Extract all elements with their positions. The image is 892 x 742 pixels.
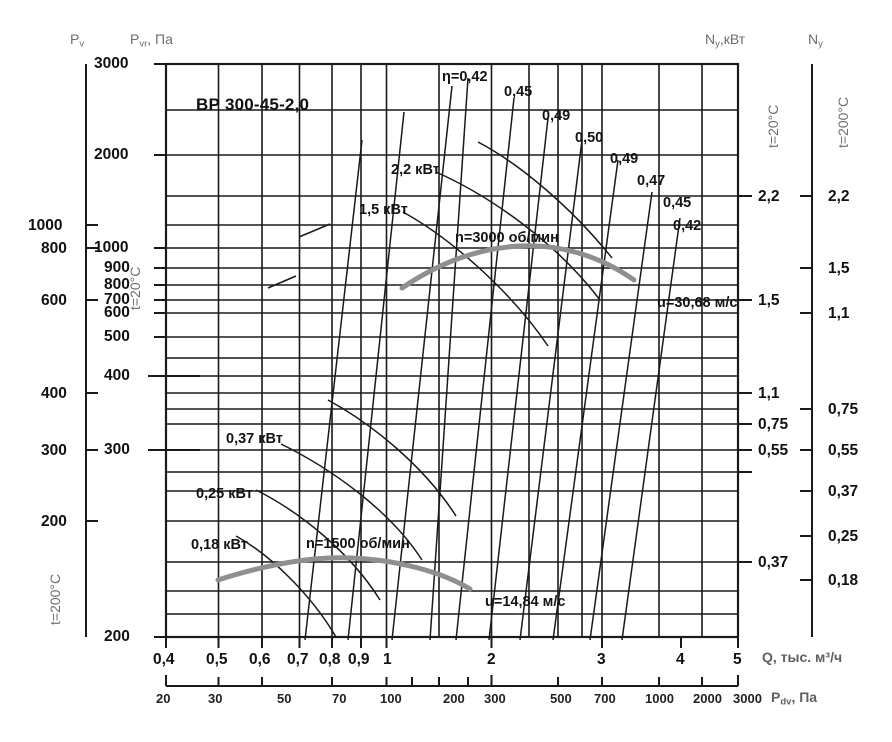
tick-pvr-2: 1000 [94, 239, 129, 256]
axis-q-ticks [165, 637, 739, 648]
axis-ny-line [800, 64, 813, 637]
tick-pd-5: 200 [443, 691, 465, 706]
power-label-2-2kw: 2,2 кВт [391, 162, 440, 178]
axis-title-pv: Pv [70, 31, 85, 50]
tick-q-10: 5 [733, 651, 742, 668]
curve-n1500 [215, 555, 473, 592]
tip-speed-label-low: u=14,84 м/с [485, 594, 566, 610]
power-label-0-25kw: 0,25 кВт [196, 486, 253, 502]
tick-q-2: 0,6 [249, 651, 271, 668]
tick-q-0: 0,4 [153, 651, 175, 668]
grid-vertical [165, 64, 739, 637]
tick-ny-7: 0,18 [828, 572, 859, 589]
tick-q-9: 4 [676, 651, 685, 668]
note-t200-left: t=200°C [47, 573, 63, 625]
note-t20-right: t=20°C [765, 104, 781, 148]
plot-frame [164, 62, 740, 639]
tick-nykvt-4: 0,55 [758, 442, 789, 459]
tick-pd-2: 50 [277, 691, 292, 706]
power-label-1-5kw: 1,5 кВт [359, 202, 408, 218]
tick-ny-1: 1,5 [828, 260, 850, 277]
tick-q-3: 0,7 [287, 651, 309, 668]
axis-title-q: Q, тыс. м³/ч [762, 649, 843, 665]
tick-q-8: 3 [597, 651, 606, 668]
tick-ny-4: 0,55 [828, 442, 859, 459]
tick-pvr-8: 400 [104, 367, 130, 384]
tick-ny-2: 1,1 [828, 305, 850, 322]
note-t200-right: t=200°C [835, 96, 851, 148]
tick-q-4: 0,8 [319, 651, 341, 668]
speed-label-3000: n=3000 об/мин [455, 230, 559, 246]
tick-pvr-1: 2000 [94, 146, 129, 163]
axis-title-pd: Pdv, Па [771, 689, 818, 708]
tick-q-1: 0,5 [206, 651, 228, 668]
tick-nykvt-5: 0,37 [758, 554, 789, 571]
tip-speed-label-high: u=30,68 м/с [657, 295, 738, 311]
power-label-0-37kw: 0,37 кВт [226, 431, 283, 447]
tick-ny-3: 0,75 [828, 401, 859, 418]
tick-pvr-4: 800 [104, 276, 130, 293]
tick-pvr-6: 600 [104, 304, 130, 321]
eff-label-3: 0,50 [575, 130, 604, 146]
eff-label-2: 0,49 [542, 108, 571, 124]
axis-ny-kvt-ticks [738, 195, 752, 563]
eff-label-7: 0,42 [673, 218, 702, 234]
speed-label-1500: n=1500 об/мин [306, 536, 410, 552]
tick-pd-3: 70 [332, 691, 347, 706]
eff-label-1: 0,45 [504, 84, 533, 100]
tick-pd-1: 30 [208, 691, 223, 706]
tick-nykvt-2: 1,1 [758, 385, 780, 402]
tick-pd-4: 100 [380, 691, 402, 706]
tick-q-6: 1 [383, 651, 392, 668]
tick-pv-2: 600 [41, 292, 67, 309]
grid-horizontal [166, 63, 738, 638]
note-t20-left: t=20°C [127, 266, 143, 310]
tick-pvr-3: 900 [104, 259, 130, 276]
tick-pd-10: 2000 [693, 691, 722, 706]
axis-pv-line [85, 64, 98, 637]
axis-title-ny-kvt: Ny,кВт [705, 31, 746, 50]
eff-label-5: 0,47 [637, 173, 666, 189]
tick-pvr-9: 300 [104, 441, 130, 458]
tick-pd-9: 1000 [645, 691, 674, 706]
tick-ny-5: 0,37 [828, 483, 859, 500]
tick-q-5: 0,9 [348, 651, 370, 668]
tick-pd-11: 3000 [733, 691, 762, 706]
power-lines [235, 141, 613, 638]
tick-pvr-0: 3000 [94, 55, 129, 72]
tick-pvr-7: 500 [104, 328, 130, 345]
tick-pv-4: 300 [41, 442, 67, 459]
tick-pd-6: 300 [484, 691, 506, 706]
eff-label-0: η=0,42 [442, 69, 488, 85]
tick-ny-6: 0,25 [828, 528, 859, 545]
curve-n3000 [399, 243, 637, 291]
tick-pv-5: 200 [41, 513, 67, 530]
axis-pd [165, 675, 739, 687]
tick-nykvt-1: 1,5 [758, 292, 780, 309]
tick-nykvt-3: 0,75 [758, 416, 789, 433]
axis-title-pvr: Pvr, Па [130, 31, 173, 50]
eff-label-4: 0,49 [610, 151, 639, 167]
tick-pvr-5: 700 [104, 291, 130, 308]
axis-pvr-ticks [148, 63, 200, 638]
tick-nykvt-0: 2,2 [758, 188, 780, 205]
axis-title-ny: Ny [808, 31, 823, 50]
tick-ny-0: 2,2 [828, 188, 850, 205]
tick-pv-0: 1000 [28, 217, 63, 234]
tick-q-7: 2 [487, 651, 496, 668]
tick-pvr-10: 200 [104, 628, 130, 645]
efficiency-lines [304, 77, 681, 641]
tick-pd-7: 500 [550, 691, 572, 706]
tick-pd-8: 700 [594, 691, 616, 706]
eff-label-6: 0,45 [663, 195, 692, 211]
small-connector-lines [267, 223, 331, 289]
power-label-0-18kw: 0,18 кВт [191, 537, 248, 553]
tick-pv-3: 400 [41, 385, 67, 402]
tick-pv-1: 800 [41, 240, 67, 257]
chart-model-label: ВР 300-45-2,0 [196, 95, 310, 114]
tick-pd-0: 20 [156, 691, 171, 706]
